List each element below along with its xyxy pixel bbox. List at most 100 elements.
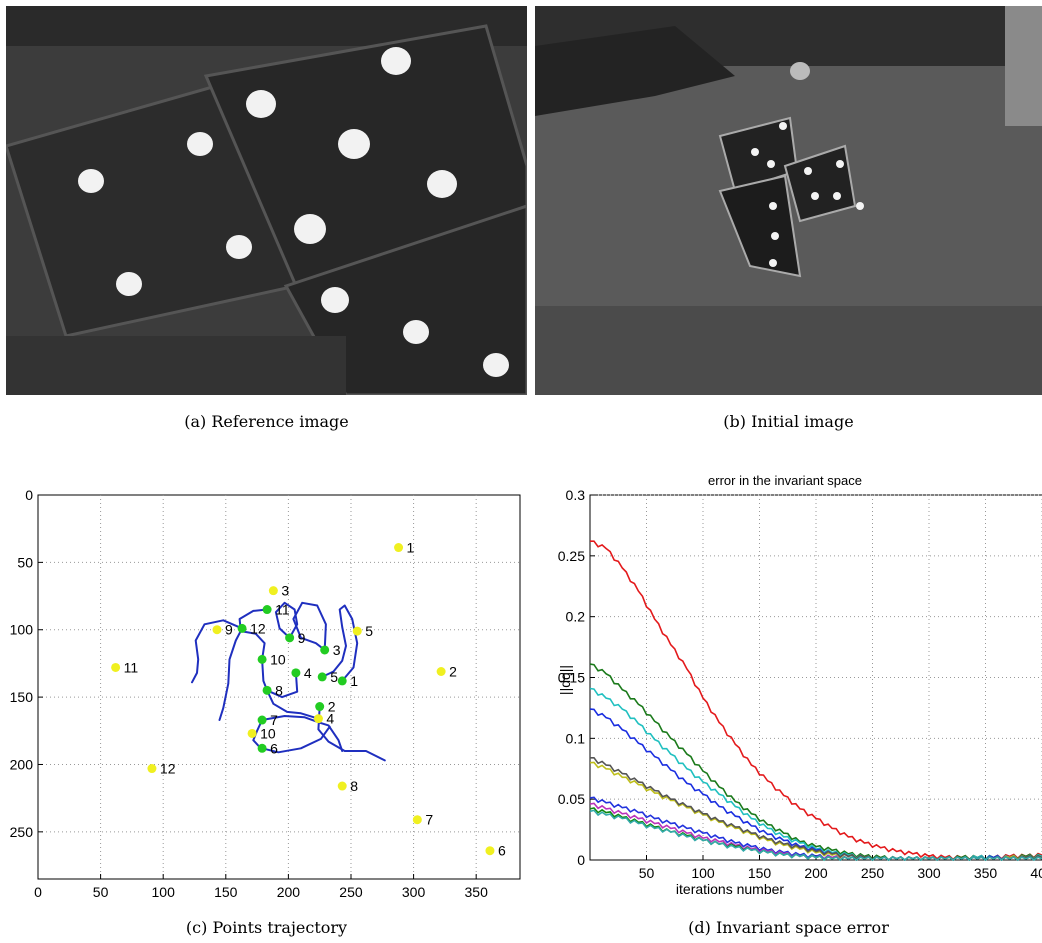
current-point-label: 5: [330, 669, 338, 685]
target-point: [412, 815, 422, 825]
current-point: [320, 645, 330, 655]
y-tick-label: 0.05: [558, 791, 585, 807]
x-tick-label: 250: [339, 884, 363, 900]
target-point-label: 10: [260, 725, 276, 741]
target-point-label: 6: [498, 843, 506, 859]
current-point: [237, 623, 247, 633]
current-point-label: 6: [270, 740, 278, 756]
target-point: [268, 586, 278, 596]
x-tick-label: 100: [691, 865, 715, 881]
y-tick-label: 0.15: [558, 670, 585, 686]
trajectory-path: [266, 689, 320, 720]
y-tick-label: 200: [10, 756, 34, 772]
current-point: [257, 743, 267, 753]
current-point: [315, 702, 325, 712]
target-point-label: 3: [281, 583, 289, 599]
x-tick-label: 350: [974, 865, 998, 881]
y-tick-label: 0.1: [566, 730, 586, 746]
reference-image: [6, 6, 527, 395]
x-tick-label: 350: [465, 884, 489, 900]
current-point-label: 9: [298, 630, 306, 646]
target-point-label: 8: [350, 778, 358, 794]
x-tick-label: 100: [152, 884, 176, 900]
y-tick-label: 0.2: [566, 609, 586, 625]
current-point: [257, 654, 267, 664]
x-tick-label: 400: [1030, 865, 1042, 881]
caption-a: (a) Reference image: [184, 412, 349, 431]
x-tick-label: 250: [861, 865, 885, 881]
current-point-label: 7: [270, 712, 278, 728]
reference-image-drawing: [6, 6, 527, 395]
error-series-10: [589, 809, 1042, 862]
caption-d: (d) Invariant space error: [688, 918, 889, 937]
x-tick-label: 300: [917, 865, 941, 881]
trajectory-path: [317, 705, 386, 762]
current-point: [317, 672, 327, 682]
trajectory-path: [321, 604, 359, 682]
y-tick-label: 150: [10, 689, 34, 705]
target-point-label: 2: [449, 664, 457, 680]
current-point-label: 1: [350, 673, 358, 689]
y-tick-label: 0: [25, 487, 33, 503]
target-point: [111, 662, 121, 672]
x-tick-label: 200: [277, 884, 301, 900]
trajectory-path: [274, 601, 299, 639]
target-point-label: 4: [326, 711, 334, 727]
current-point-label: 4: [304, 665, 312, 681]
current-point: [291, 668, 301, 678]
x-axis-label: iterations number: [676, 881, 785, 897]
caption-b: (b) Initial image: [723, 412, 854, 431]
x-tick-label: 150: [748, 865, 772, 881]
x-tick-label: 50: [93, 884, 109, 900]
y-axis-label: ||dq||: [557, 665, 573, 695]
current-point: [285, 633, 295, 643]
target-point: [394, 543, 404, 553]
current-point-label: 10: [270, 651, 286, 667]
target-point-label: 5: [365, 623, 373, 639]
current-point: [262, 685, 272, 695]
x-tick-label: 0: [34, 884, 42, 900]
target-point-label: 1: [407, 540, 415, 556]
y-tick-label: 0.3: [566, 487, 586, 503]
current-point-label: 12: [250, 620, 266, 636]
current-point-label: 8: [275, 682, 283, 698]
caption-c: (c) Points trajectory: [185, 918, 348, 937]
target-point: [247, 728, 257, 738]
target-point: [337, 781, 347, 791]
target-point-label: 9: [225, 622, 233, 638]
current-point: [337, 676, 347, 686]
target-point: [313, 714, 323, 724]
current-point-label: 11: [275, 602, 290, 618]
target-point: [147, 764, 157, 774]
y-tick-label: 100: [10, 622, 34, 638]
initial-image: [535, 6, 1042, 395]
chart-title: error in the invariant space: [708, 473, 862, 488]
target-point: [212, 625, 222, 635]
current-point-label: 3: [333, 642, 341, 658]
points-trajectory-chart: 0 50 100 150 200 250 300 3500501001502002501234…: [10, 487, 521, 900]
y-tick-label: 0.25: [558, 548, 585, 564]
invariant-error-chart: error in the invariant space 50 100 150 200 2…: [557, 473, 1042, 897]
x-tick-label: 300: [402, 884, 426, 900]
current-point-label: 2: [328, 699, 336, 715]
x-tick-label: 200: [804, 865, 828, 881]
x-tick-label: 50: [639, 865, 655, 881]
current-point: [262, 605, 272, 615]
target-point: [436, 667, 446, 677]
trajectory-path: [292, 601, 327, 651]
trajectory-path: [261, 725, 331, 754]
current-point: [257, 715, 267, 725]
trajectory-path: [261, 658, 299, 699]
x-tick-label: 150: [214, 884, 238, 900]
target-point-label: 7: [425, 812, 433, 828]
target-point-label: 11: [124, 659, 139, 675]
plot-frame: [37, 494, 521, 880]
target-point-label: 12: [160, 761, 176, 777]
y-tick-label: 0: [577, 852, 585, 868]
y-tick-label: 250: [10, 824, 34, 840]
initial-image-drawing: [535, 6, 1042, 395]
trajectory-path: [218, 627, 244, 721]
target-point: [485, 846, 495, 856]
target-point: [352, 626, 362, 636]
y-tick-label: 50: [17, 554, 33, 570]
